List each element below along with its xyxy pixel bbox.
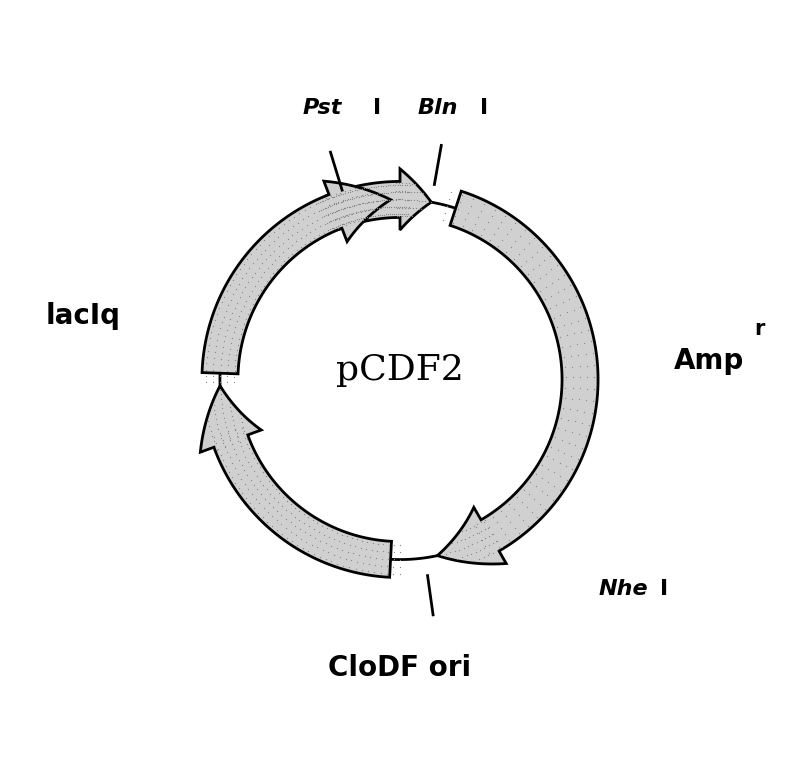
Polygon shape (326, 168, 431, 230)
Text: Pst: Pst (303, 99, 342, 118)
Text: CloDF ori: CloDF ori (329, 653, 471, 682)
Text: I: I (374, 99, 382, 118)
Polygon shape (438, 191, 598, 564)
Text: pCDF2: pCDF2 (336, 354, 464, 388)
Text: I: I (660, 579, 669, 599)
Text: r: r (754, 319, 765, 339)
Text: lacIq: lacIq (46, 303, 121, 330)
Text: I: I (480, 99, 488, 118)
Text: Amp: Amp (674, 348, 744, 376)
Polygon shape (200, 386, 391, 578)
Text: Bln: Bln (418, 99, 458, 118)
Polygon shape (202, 181, 390, 374)
Text: Nhe: Nhe (598, 579, 648, 599)
